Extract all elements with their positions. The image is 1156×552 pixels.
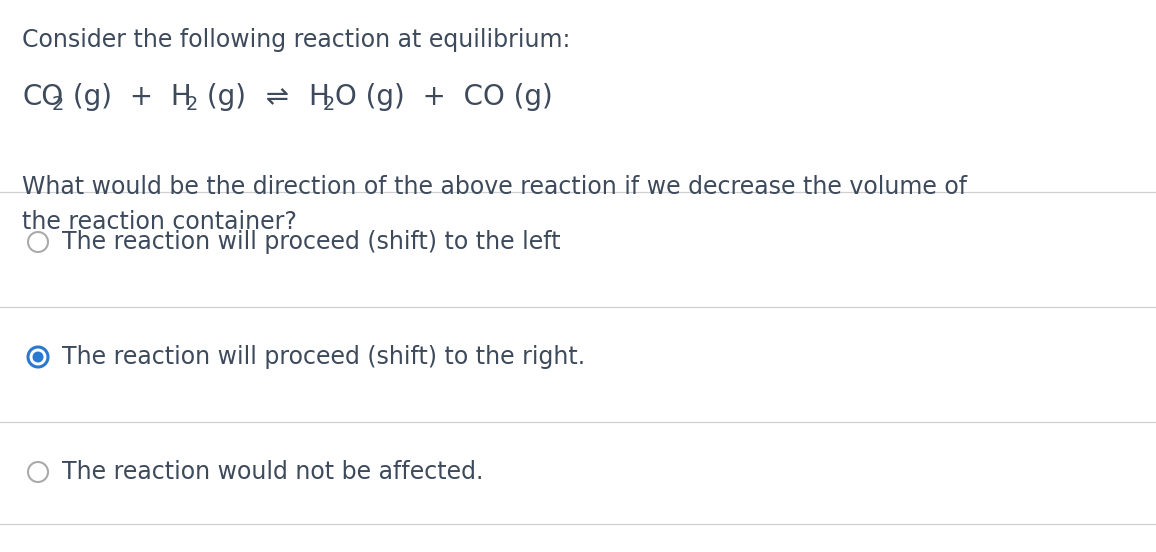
Text: 2: 2 bbox=[52, 95, 65, 114]
Circle shape bbox=[28, 347, 49, 367]
Text: Consider the following reaction at equilibrium:: Consider the following reaction at equil… bbox=[22, 28, 570, 52]
Text: (g): (g) bbox=[198, 83, 246, 111]
Text: The reaction will proceed (shift) to the right.: The reaction will proceed (shift) to the… bbox=[62, 345, 585, 369]
Circle shape bbox=[32, 352, 44, 363]
Text: 2: 2 bbox=[323, 95, 335, 114]
Text: (g)  +  H: (g) + H bbox=[64, 83, 192, 111]
Text: The reaction would not be affected.: The reaction would not be affected. bbox=[62, 460, 483, 484]
Text: O (g)  +  CO (g): O (g) + CO (g) bbox=[335, 83, 553, 111]
Text: H: H bbox=[307, 83, 328, 111]
Circle shape bbox=[28, 462, 49, 482]
Text: What would be the direction of the above reaction if we decrease the volume of: What would be the direction of the above… bbox=[22, 175, 968, 199]
Circle shape bbox=[28, 232, 49, 252]
Text: 2: 2 bbox=[186, 95, 199, 114]
Text: ⇌: ⇌ bbox=[249, 83, 306, 111]
Text: the reaction container?: the reaction container? bbox=[22, 210, 297, 234]
Text: The reaction will proceed (shift) to the left: The reaction will proceed (shift) to the… bbox=[62, 230, 561, 254]
Text: CO: CO bbox=[22, 83, 64, 111]
